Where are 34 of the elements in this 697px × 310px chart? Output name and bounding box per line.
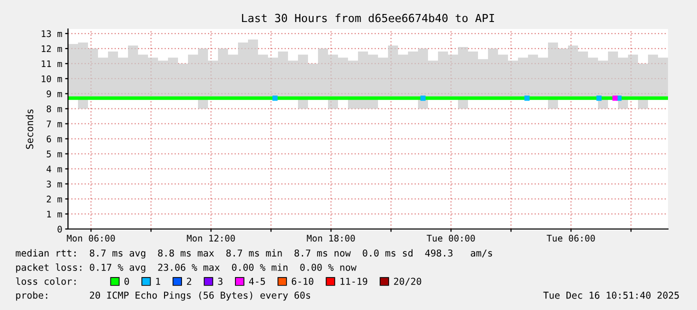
chart-title: Last 30 Hours from d65ee6674b40 to API — [242, 14, 494, 22]
legend-label: 2 — [186, 278, 192, 285]
legend-label: 20/20 — [394, 278, 422, 286]
y-tick-label: 12 m — [42, 45, 62, 52]
y-tick-label: 13 m — [42, 30, 62, 38]
legend-label: 6-10 — [292, 278, 314, 285]
y-tick-label: 1 m — [47, 210, 62, 218]
y-tick-label: 3 m — [46, 180, 62, 188]
legend-label: 1 — [156, 278, 160, 285]
legend-label: 0 — [124, 278, 129, 285]
legend-label: 11-19 — [340, 278, 368, 285]
y-tick-label: 11 m — [42, 60, 62, 68]
y-tick-label: 8 m — [46, 105, 62, 112]
legend-label: 3 — [218, 278, 222, 285]
x-tick-label: Mon 06:00 — [66, 234, 115, 242]
y-tick-label: 7 m — [46, 120, 62, 128]
x-tick-label: Tue 06:00 — [546, 234, 595, 242]
y-tick-label: 10 m — [42, 75, 62, 82]
y-tick-label: 6 m — [46, 136, 62, 142]
text: Tue Dec 16 10:51:40 2025 — [543, 292, 679, 299]
legend-label: 4-5 — [249, 278, 265, 285]
y-tick-label: 5 m — [46, 150, 62, 158]
x-tick-label: Mon 12:00 — [186, 234, 235, 242]
text: median rtt: 8.7 ms avg 8.8 ms max 8.7 ms min 8.7 ms now 0.0 ms sd 498.3 am/s — [16, 249, 492, 258]
x-tick-label: Tue 00:00 — [426, 234, 475, 242]
y-tick-label: 4 m — [46, 166, 62, 172]
y-tick-label: 0 — [58, 226, 62, 233]
y-tick-label: 2 m — [46, 196, 62, 202]
y-tick-label: 9 m — [46, 90, 62, 98]
x-tick-label: Mon 18:00 — [306, 234, 355, 242]
text: probe: 20 ICMP Echo Pings (56 Bytes) every 60s — [16, 291, 310, 301]
y-axis-title: Seconds — [26, 109, 34, 149]
text: packet loss: 0.17 % avg 23.06 % max 0.00 % min 0.00 % now — [16, 264, 356, 273]
legend-title: loss color: — [16, 278, 76, 285]
